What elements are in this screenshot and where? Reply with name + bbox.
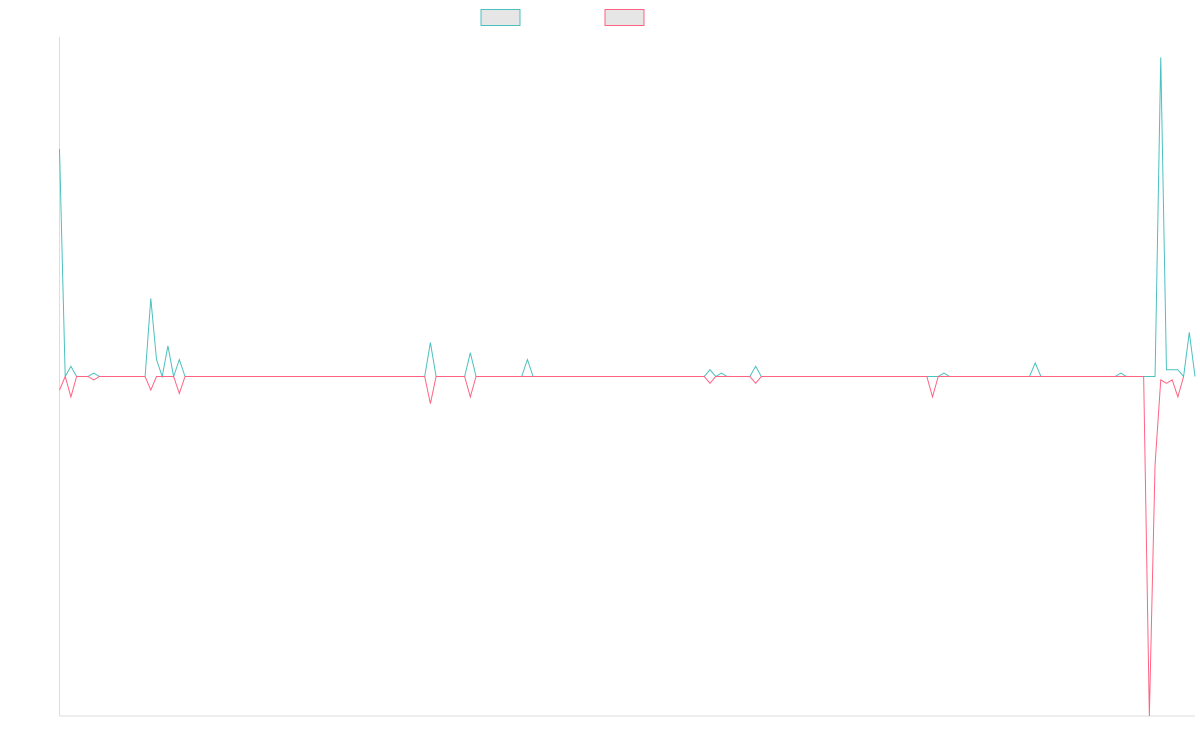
series-line-2 (59, 374, 1185, 717)
series-line-1 (59, 57, 1196, 379)
legend-swatch-2[interactable] (604, 9, 645, 26)
legend[interactable] (480, 9, 645, 26)
legend-swatch-1[interactable] (480, 9, 521, 26)
series-layer (59, 57, 1196, 717)
